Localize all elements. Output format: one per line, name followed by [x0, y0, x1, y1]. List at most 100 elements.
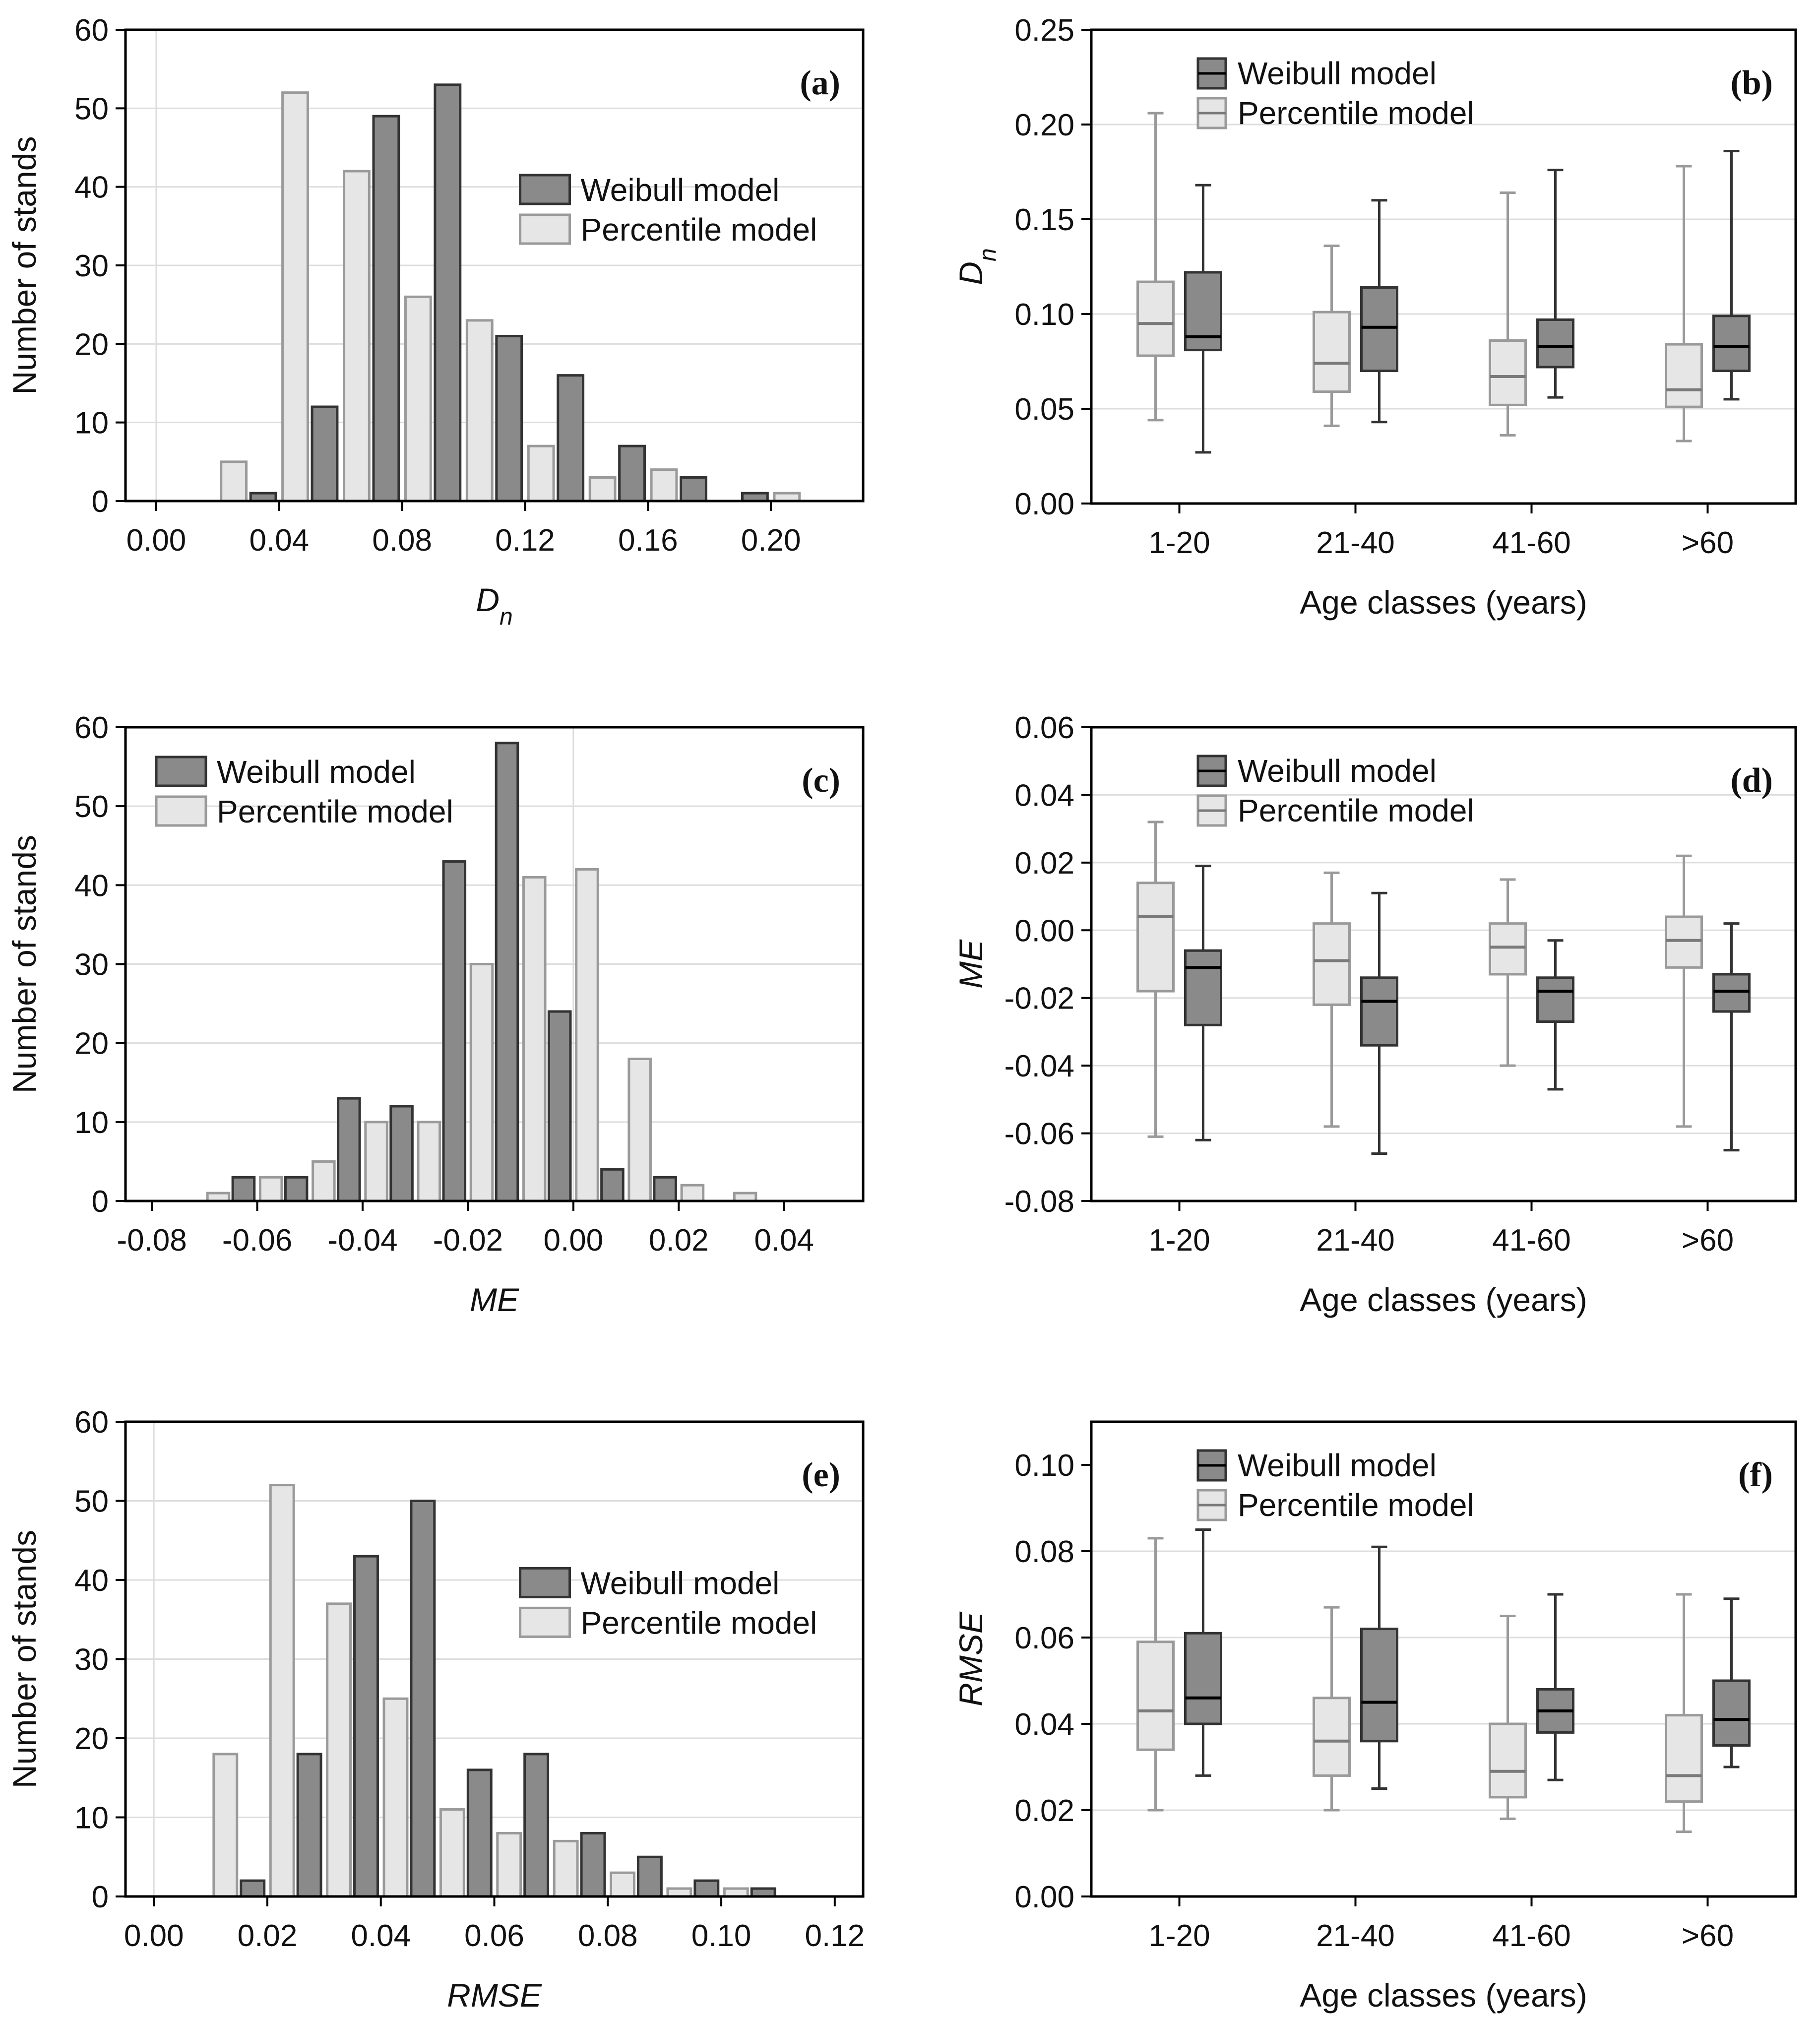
x-tick-label: 0.04 [249, 523, 309, 558]
bar-weibull [547, 1010, 572, 1202]
x-tick-label: 1-20 [1148, 1223, 1210, 1258]
box-weibull [1360, 1628, 1398, 1743]
y-tick-label: -0.08 [1004, 1185, 1074, 1219]
bar-weibull [240, 1879, 266, 1898]
bar-weibull [372, 115, 400, 503]
plot-frame [1090, 28, 1797, 505]
bar-weibull [523, 1753, 550, 1898]
y-tick-label: 0.04 [1014, 778, 1074, 813]
chart-b: 0.00 0.05 0.10 0.15 0.20 0.25 1-20 21-40 41-60 >6… [952, 13, 1797, 621]
bar-percentile [258, 1176, 283, 1202]
legend-label-weibull: Weibull model [1238, 56, 1437, 91]
box-weibull [1184, 949, 1222, 1026]
bar-percentile [465, 319, 494, 503]
y-tick-label: 0.02 [1014, 846, 1074, 881]
y-tick-label: 60 [74, 1405, 109, 1440]
y-tick-label: 0 [92, 1185, 109, 1219]
box-percentile [1313, 311, 1351, 393]
y-axis-label: RMSE [952, 1611, 989, 1706]
box-percentile [1665, 1714, 1703, 1803]
x-tick-label: 41-60 [1492, 1223, 1571, 1258]
x-tick-label: 1-20 [1148, 526, 1210, 560]
legend-label-percentile: Percentile model [581, 212, 817, 248]
legend-label-percentile: Percentile model [1238, 793, 1474, 828]
bar-percentile [212, 1753, 239, 1898]
bar-weibull [296, 1753, 322, 1898]
panel-label: (e) [802, 1456, 840, 1494]
bar-weibull [557, 374, 585, 503]
bar-percentile [382, 1697, 409, 1898]
bar-weibull [653, 1176, 677, 1202]
box-weibull [1712, 1679, 1751, 1747]
panel-label: (b) [1730, 64, 1773, 102]
plot-frame [1090, 1420, 1797, 1898]
panel-label: (f) [1738, 1456, 1773, 1494]
y-tick-label: -0.04 [1004, 1049, 1074, 1083]
legend-label-weibull: Weibull model [581, 1565, 780, 1601]
y-tick-label: 10 [74, 1801, 109, 1835]
bar-percentile [527, 444, 555, 503]
y-tick-label: 0.10 [1014, 1449, 1074, 1483]
x-axis-label: RMSE [447, 1977, 542, 2014]
legend-label-weibull: Weibull model [1238, 753, 1437, 789]
bar-percentile [522, 876, 547, 1202]
box-weibull [1184, 1632, 1222, 1725]
x-tick-label: 0.00 [126, 523, 187, 558]
y-tick-label: 0.05 [1014, 392, 1074, 427]
legend-label-weibull: Weibull model [581, 172, 780, 208]
x-tick-label: 41-60 [1492, 1919, 1571, 1953]
y-tick-label: 0.20 [1014, 108, 1074, 142]
y-tick-label: 0.00 [1014, 487, 1074, 521]
box-percentile [1665, 343, 1703, 408]
x-tick-label: 0.00 [124, 1919, 184, 1953]
legend: Weibull model Percentile model [519, 1565, 817, 1641]
x-tick-label: 41-60 [1492, 526, 1571, 560]
box-weibull [1712, 973, 1751, 1013]
x-tick-label: 0.02 [649, 1223, 709, 1258]
y-tick-label: 60 [74, 711, 109, 745]
bar-percentile [650, 468, 678, 503]
bar-percentile [588, 476, 617, 503]
x-tick-label: >60 [1682, 526, 1734, 560]
box-weibull [1184, 271, 1222, 352]
y-tick-label: 30 [74, 1643, 109, 1677]
chart-a: 0 10 20 30 40 50 60 0.00 0.04 0.08 0.12 0.16 0.20 Dn N… [6, 13, 865, 630]
box-percentile [1136, 882, 1175, 993]
box-weibull [1536, 318, 1574, 369]
y-tick-label: 30 [74, 948, 109, 982]
bar-weibull [693, 1879, 720, 1898]
legend-label-percentile: Percentile model [1238, 95, 1474, 131]
legend-swatch-percentile [519, 1606, 571, 1638]
x-tick-label: 0.04 [754, 1223, 814, 1258]
box-percentile [1489, 339, 1527, 406]
x-tick-label: >60 [1682, 1223, 1734, 1258]
bar-percentile [343, 170, 371, 503]
y-axis-label: Number of stands [6, 835, 43, 1093]
x-tick-label: -0.08 [117, 1223, 187, 1258]
bar-percentile [610, 1871, 635, 1898]
bar-percentile [680, 1184, 705, 1202]
box-weibull [1536, 976, 1574, 1023]
legend: Weibull model Percentile model [519, 172, 817, 248]
x-tick-label: 0.10 [691, 1919, 752, 1953]
bar-weibull [680, 476, 707, 503]
x-tick-label: 1-20 [1148, 1919, 1210, 1953]
bar-percentile [326, 1602, 352, 1898]
bar-weibull [618, 444, 646, 503]
panel-label: (c) [802, 761, 840, 800]
y-tick-label: 20 [74, 327, 109, 362]
bar-percentile [553, 1839, 579, 1898]
x-tick-label: 0.08 [372, 523, 432, 558]
bar-weibull [389, 1105, 414, 1202]
y-tick-label: 0.15 [1014, 203, 1074, 237]
bar-percentile [269, 1484, 295, 1898]
y-axis-label-subscript: n [975, 248, 1001, 261]
chart-f: 0.00 0.02 0.04 0.06 0.08 0.10 1-20 21-40 41-60 >6… [952, 1420, 1797, 2014]
bar-percentile [312, 1160, 336, 1202]
bar-weibull [495, 742, 519, 1202]
y-tick-label: 60 [74, 13, 109, 48]
x-axis-label-subscript: n [500, 604, 513, 630]
y-tick-label: 10 [74, 406, 109, 441]
y-tick-label: 20 [74, 1722, 109, 1756]
box-percentile [1313, 1697, 1351, 1777]
